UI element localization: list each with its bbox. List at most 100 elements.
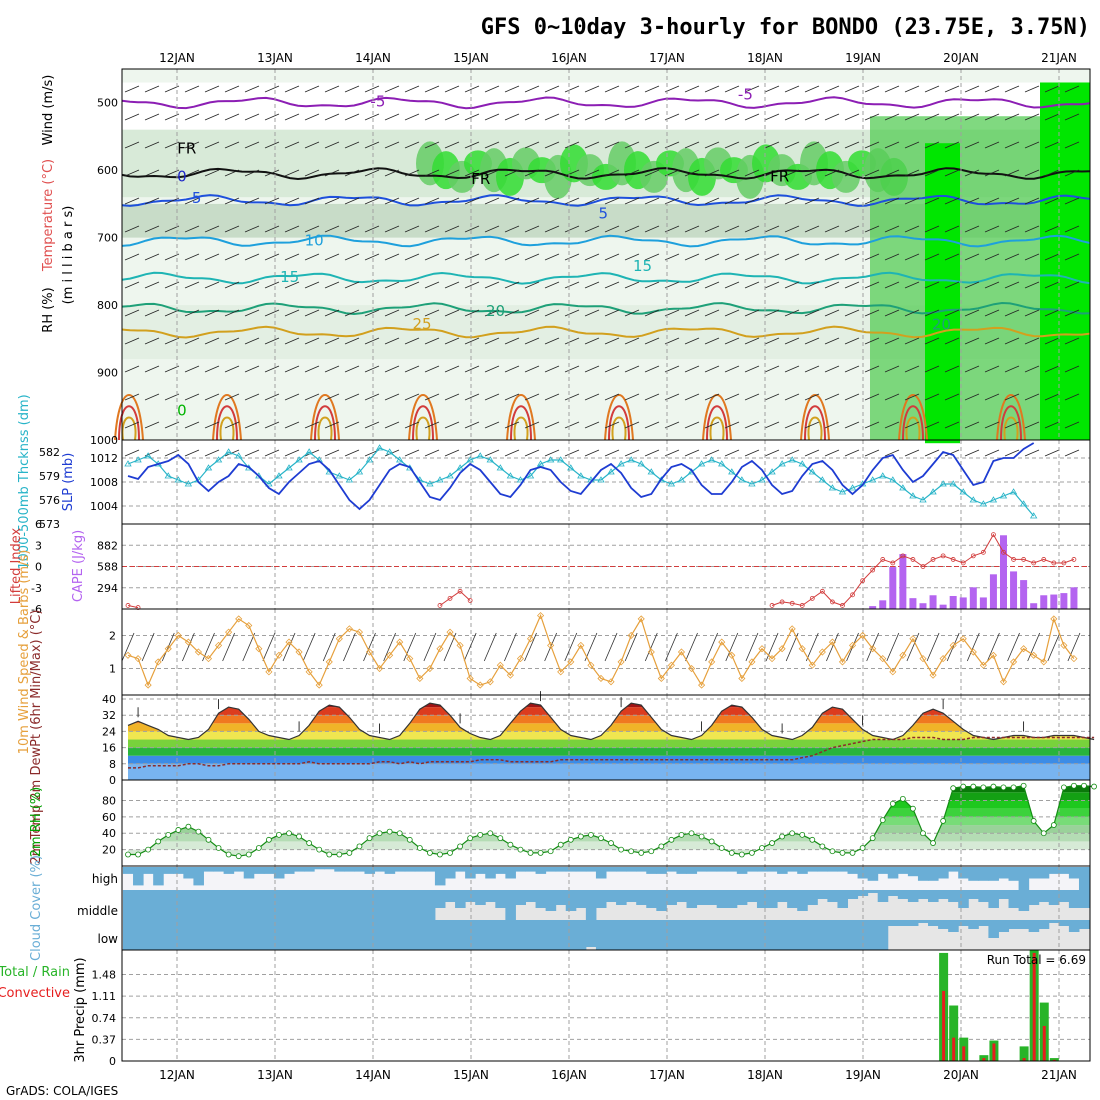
- wind-barb: [744, 337, 760, 345]
- contour-label: 0: [177, 401, 187, 419]
- thickness-point: [506, 472, 515, 479]
- wind-barb: [944, 281, 960, 289]
- axis-label-wind: 10m Wind Speed & Barbs (m/s): [17, 550, 32, 755]
- wind-barb: [284, 309, 300, 317]
- wind-barb: [1044, 281, 1060, 289]
- wind-barb: [644, 337, 660, 345]
- wind-barb: [504, 309, 520, 317]
- wind-barb: [564, 85, 580, 93]
- cloud-bar: [1068, 920, 1080, 932]
- wind-barb: [224, 309, 240, 317]
- wind-barb: [1044, 449, 1060, 457]
- y-tick-label-right: 882: [97, 539, 118, 552]
- thickness-point: [1029, 512, 1038, 519]
- wind-barb: [504, 253, 520, 261]
- rh-point: [718, 845, 725, 851]
- wind-barb: [363, 632, 376, 662]
- wind-barb: [1024, 449, 1040, 457]
- rh-point: [215, 845, 222, 851]
- wind-barb: [804, 169, 820, 177]
- cloud-bar: [243, 867, 255, 879]
- cloud-bar: [706, 890, 718, 905]
- wind-barb: [665, 632, 678, 662]
- cloud-bar: [243, 890, 255, 920]
- cloud-bar: [948, 920, 959, 932]
- wind-barb: [344, 141, 360, 149]
- series-lifted-index-line: [771, 533, 1075, 607]
- cloud-bar: [928, 867, 939, 881]
- wind-barb: [884, 197, 900, 205]
- wind-barb: [564, 141, 580, 149]
- y-tick-label-left: 579: [39, 470, 60, 483]
- cloud-bar: [324, 890, 335, 920]
- axis-label-cloud: Cloud Cover (%): [29, 855, 44, 961]
- wind-barb: [284, 449, 300, 457]
- cape-bar: [1010, 571, 1018, 609]
- wind-barb: [264, 253, 280, 261]
- thickness-point: [577, 472, 585, 479]
- rh-point: [155, 838, 162, 845]
- bottom-date-label: 14JAN: [355, 1068, 391, 1082]
- rh-point: [1010, 784, 1017, 791]
- rh-point: [668, 836, 675, 843]
- wind-barb: [564, 337, 580, 345]
- cloud-bar: [314, 867, 325, 870]
- cloud-bar: [1038, 890, 1050, 902]
- rh-point: [930, 840, 936, 846]
- wind-barb: [744, 309, 760, 317]
- rh-point: [779, 833, 786, 840]
- wind-barb: [1024, 365, 1040, 373]
- wind-barb: [304, 421, 320, 429]
- wind-barb: [124, 197, 140, 205]
- wind-barb: [804, 337, 820, 345]
- wind-barb: [484, 421, 500, 429]
- thickness-point: [899, 484, 907, 491]
- wind-barb: [1004, 281, 1020, 289]
- wind-barb: [684, 197, 700, 205]
- surface-isotherm: [506, 394, 536, 441]
- wind-barb: [1044, 253, 1060, 261]
- rh-point: [910, 805, 916, 812]
- cloud-bar: [797, 867, 808, 874]
- wind-barb: [744, 85, 760, 93]
- wind-speed-point: [194, 648, 203, 656]
- wind-barb: [624, 421, 640, 429]
- wind-barb: [564, 197, 580, 205]
- rh-point: [1020, 782, 1027, 789]
- bottom-date-label: 13JAN: [257, 1068, 293, 1082]
- wind-barb: [764, 393, 780, 401]
- wind-barb: [1004, 421, 1020, 429]
- contour-label: 15: [280, 268, 299, 286]
- surface-isotherm: [121, 416, 137, 441]
- cloud-bar: [938, 920, 949, 929]
- cloud-bar: [475, 890, 486, 905]
- wind-speed-point: [446, 628, 454, 636]
- cloud-bar: [928, 920, 939, 926]
- wind-barb: [684, 225, 700, 233]
- thickness-point: [1009, 488, 1018, 495]
- wind-barb: [424, 85, 440, 93]
- cloud-bar: [233, 867, 245, 872]
- wind-barb: [444, 141, 460, 149]
- wind-barb: [984, 309, 1000, 317]
- wind-barb: [404, 421, 420, 429]
- cape-bar: [1070, 587, 1078, 609]
- wind-barb: [124, 365, 140, 373]
- thickness-point: [295, 456, 303, 463]
- wind-barb: [222, 632, 235, 662]
- wind-barb: [144, 169, 160, 177]
- wind-barb: [784, 85, 800, 93]
- wind-barb: [384, 421, 400, 429]
- rh-saturated-region: [1040, 82, 1090, 440]
- wind-barb: [1047, 632, 1061, 662]
- wind-barb: [1004, 113, 1020, 121]
- cloud-bar: [767, 867, 778, 872]
- temp-band: [128, 747, 1090, 756]
- wind-barb: [604, 337, 620, 345]
- wind-barb: [764, 85, 780, 93]
- wind-barb: [984, 225, 1000, 233]
- wind-barb: [864, 225, 880, 233]
- wind-barb: [324, 365, 340, 373]
- thickness-point: [395, 456, 404, 463]
- cape-bar: [1060, 593, 1068, 609]
